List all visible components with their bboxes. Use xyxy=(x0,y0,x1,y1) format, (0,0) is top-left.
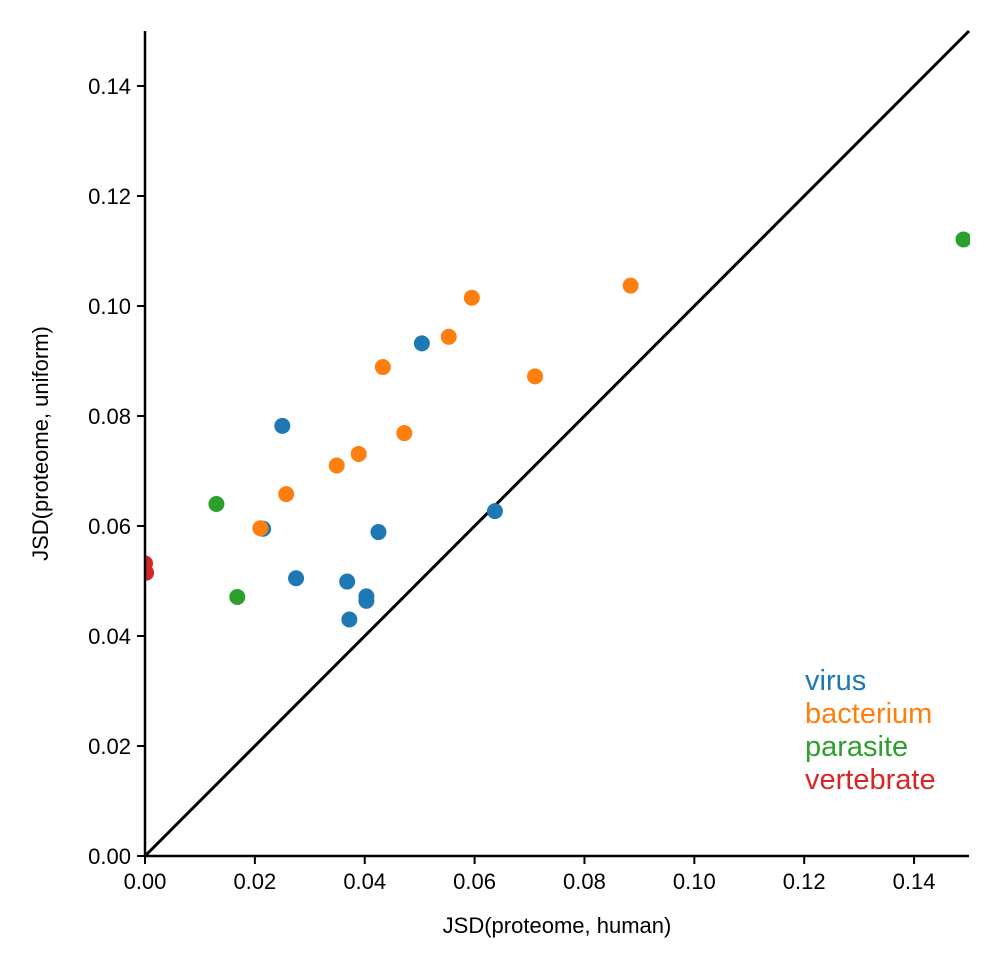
series-bacterium xyxy=(252,277,639,537)
data-point-parasite xyxy=(229,588,246,605)
data-point-virus xyxy=(358,592,375,609)
x-tick-label: 0.04 xyxy=(343,869,386,894)
y-tick-label: 0.04 xyxy=(88,624,131,649)
legend-label-vertebrate: vertebrate xyxy=(805,764,936,796)
x-tick-label: 0.06 xyxy=(453,869,496,894)
data-point-virus xyxy=(339,573,356,590)
y-axis-label: JSD(proteome, uniform) xyxy=(28,326,53,561)
y-ticks: 0.00 0.02 0.04 0.06 0.08 0.10 0.12 0.14 xyxy=(88,74,145,869)
y-tick-label: 0.12 xyxy=(88,184,131,209)
data-point-bacterium xyxy=(622,277,639,294)
y-tick-label: 0.00 xyxy=(88,844,131,869)
data-point-parasite xyxy=(955,231,970,248)
x-axis-label: JSD(proteome, human) xyxy=(443,913,672,938)
data-point-bacterium xyxy=(396,425,413,442)
x-tick-label: 0.02 xyxy=(233,869,276,894)
data-point-bacterium xyxy=(374,359,391,376)
series-parasite xyxy=(208,231,970,605)
x-tick-label: 0.10 xyxy=(673,869,716,894)
data-point-virus xyxy=(341,611,358,628)
legend-label-virus: virus xyxy=(805,665,866,697)
data-point-bacterium xyxy=(252,520,269,537)
data-point-bacterium xyxy=(328,457,345,474)
x-tick-label: 0.08 xyxy=(563,869,606,894)
data-point-virus xyxy=(274,417,291,434)
series-virus xyxy=(255,335,503,628)
legend-label-bacterium: bacterium xyxy=(805,698,932,730)
data-point-virus xyxy=(486,503,503,520)
legend-label-parasite: parasite xyxy=(805,731,908,763)
y-tick-label: 0.08 xyxy=(88,404,131,429)
data-point-virus xyxy=(370,524,387,541)
y-tick-label: 0.10 xyxy=(88,294,131,319)
diagonal-reference-line xyxy=(143,29,971,858)
series-vertebrate xyxy=(145,555,155,581)
data-point-bacterium xyxy=(350,445,367,462)
data-point-virus xyxy=(288,570,305,587)
x-tick-label: 0.12 xyxy=(783,869,826,894)
data-point-bacterium xyxy=(463,289,480,306)
y-tick-label: 0.06 xyxy=(88,514,131,539)
data-point-vertebrate xyxy=(145,564,155,581)
x-ticks: 0.00 0.02 0.04 0.06 0.08 0.10 0.12 0.14 xyxy=(124,856,936,894)
data-point-bacterium xyxy=(527,368,544,385)
x-tick-label: 0.00 xyxy=(124,869,167,894)
data-point-bacterium xyxy=(278,486,295,503)
y-tick-label: 0.02 xyxy=(88,734,131,759)
points-layer xyxy=(145,231,970,628)
axes-layer xyxy=(143,31,969,858)
data-point-parasite xyxy=(208,496,225,512)
reference-line-layer xyxy=(143,29,971,858)
data-point-bacterium xyxy=(440,328,457,345)
y-tick-label: 0.14 xyxy=(88,74,131,99)
x-tick-label: 0.14 xyxy=(893,869,936,894)
data-point-virus xyxy=(413,335,430,352)
